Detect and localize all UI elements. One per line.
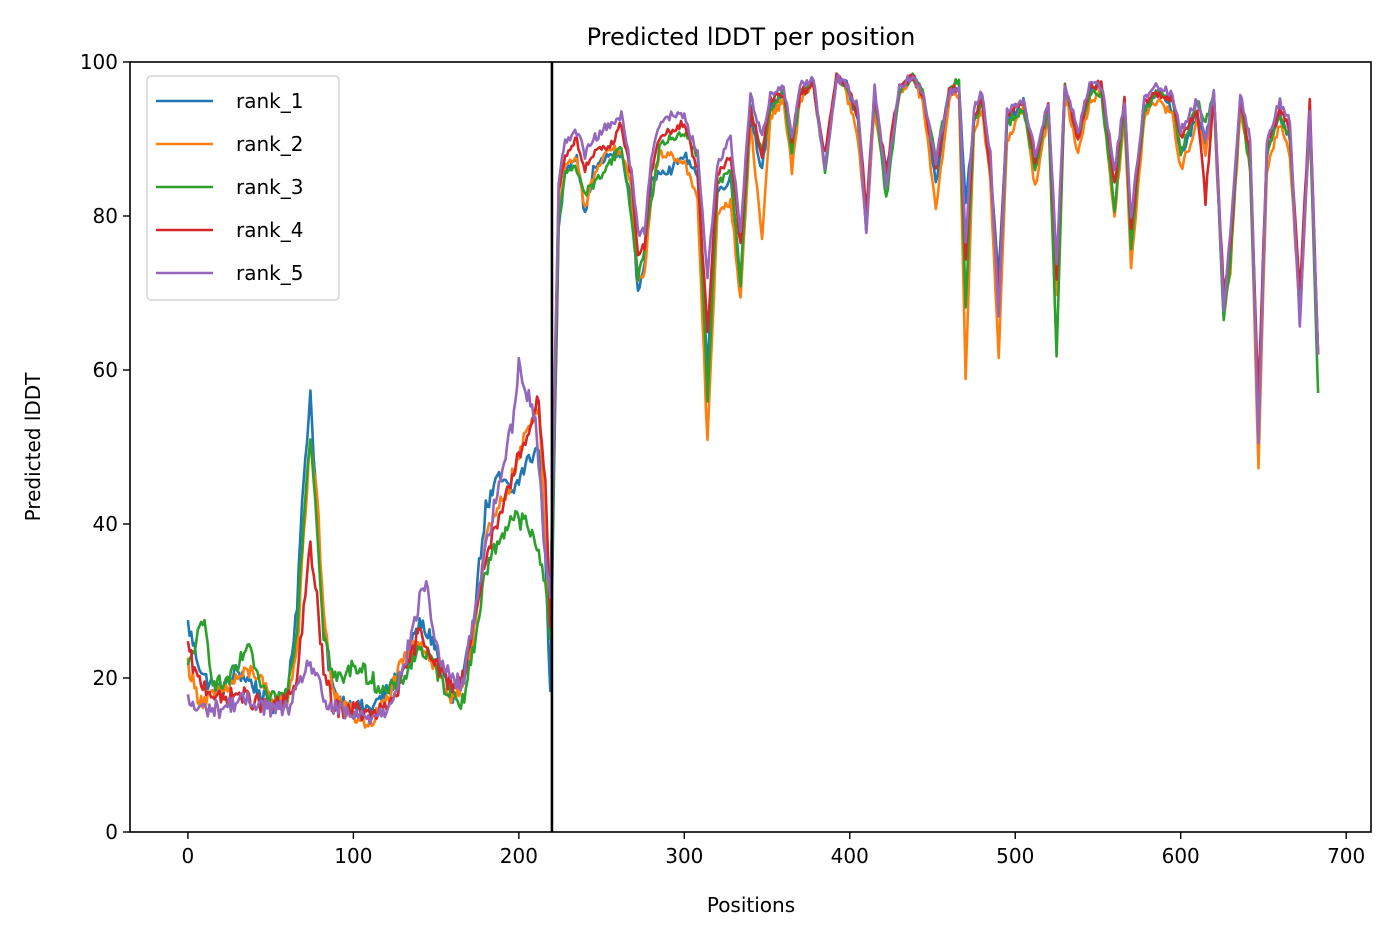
x-tick-label: 500 xyxy=(996,844,1034,868)
legend-label-rank-2: rank_2 xyxy=(236,132,303,156)
y-tick-label: 80 xyxy=(93,204,118,228)
legend-label-rank-5: rank_5 xyxy=(236,261,303,285)
legend-label-rank-4: rank_4 xyxy=(236,218,303,242)
legend: rank_1 rank_2 rank_3 rank_4 rank_5 xyxy=(146,75,340,301)
x-tick-label: 700 xyxy=(1327,844,1365,868)
series-line-rank-5 xyxy=(186,73,1320,726)
plot-area xyxy=(186,72,1320,729)
y-tick-label: 100 xyxy=(80,50,118,74)
x-axis-ticks: 0 100 200 300 400 500 600 700 xyxy=(182,832,1365,868)
axes-frame xyxy=(129,61,1372,833)
chart-title: Predicted lDDT per position xyxy=(587,23,916,51)
x-tick-label: 300 xyxy=(665,844,703,868)
x-tick-label: 200 xyxy=(500,844,538,868)
legend-label-rank-1: rank_1 xyxy=(236,89,303,113)
y-tick-label: 20 xyxy=(93,666,118,690)
x-tick-label: 0 xyxy=(182,844,195,868)
legend-label-rank-3: rank_3 xyxy=(236,175,303,199)
x-tick-label: 400 xyxy=(831,844,869,868)
legend-box xyxy=(146,75,340,301)
x-tick-label: 600 xyxy=(1162,844,1200,868)
y-tick-label: 40 xyxy=(93,512,118,536)
y-tick-label: 60 xyxy=(93,358,118,382)
y-tick-label: 0 xyxy=(105,820,118,844)
x-tick-label: 100 xyxy=(334,844,372,868)
y-axis-ticks: 0 20 40 60 80 100 xyxy=(80,50,130,844)
x-axis-label: Positions xyxy=(707,893,795,917)
y-axis-label: Predicted lDDT xyxy=(21,372,45,522)
